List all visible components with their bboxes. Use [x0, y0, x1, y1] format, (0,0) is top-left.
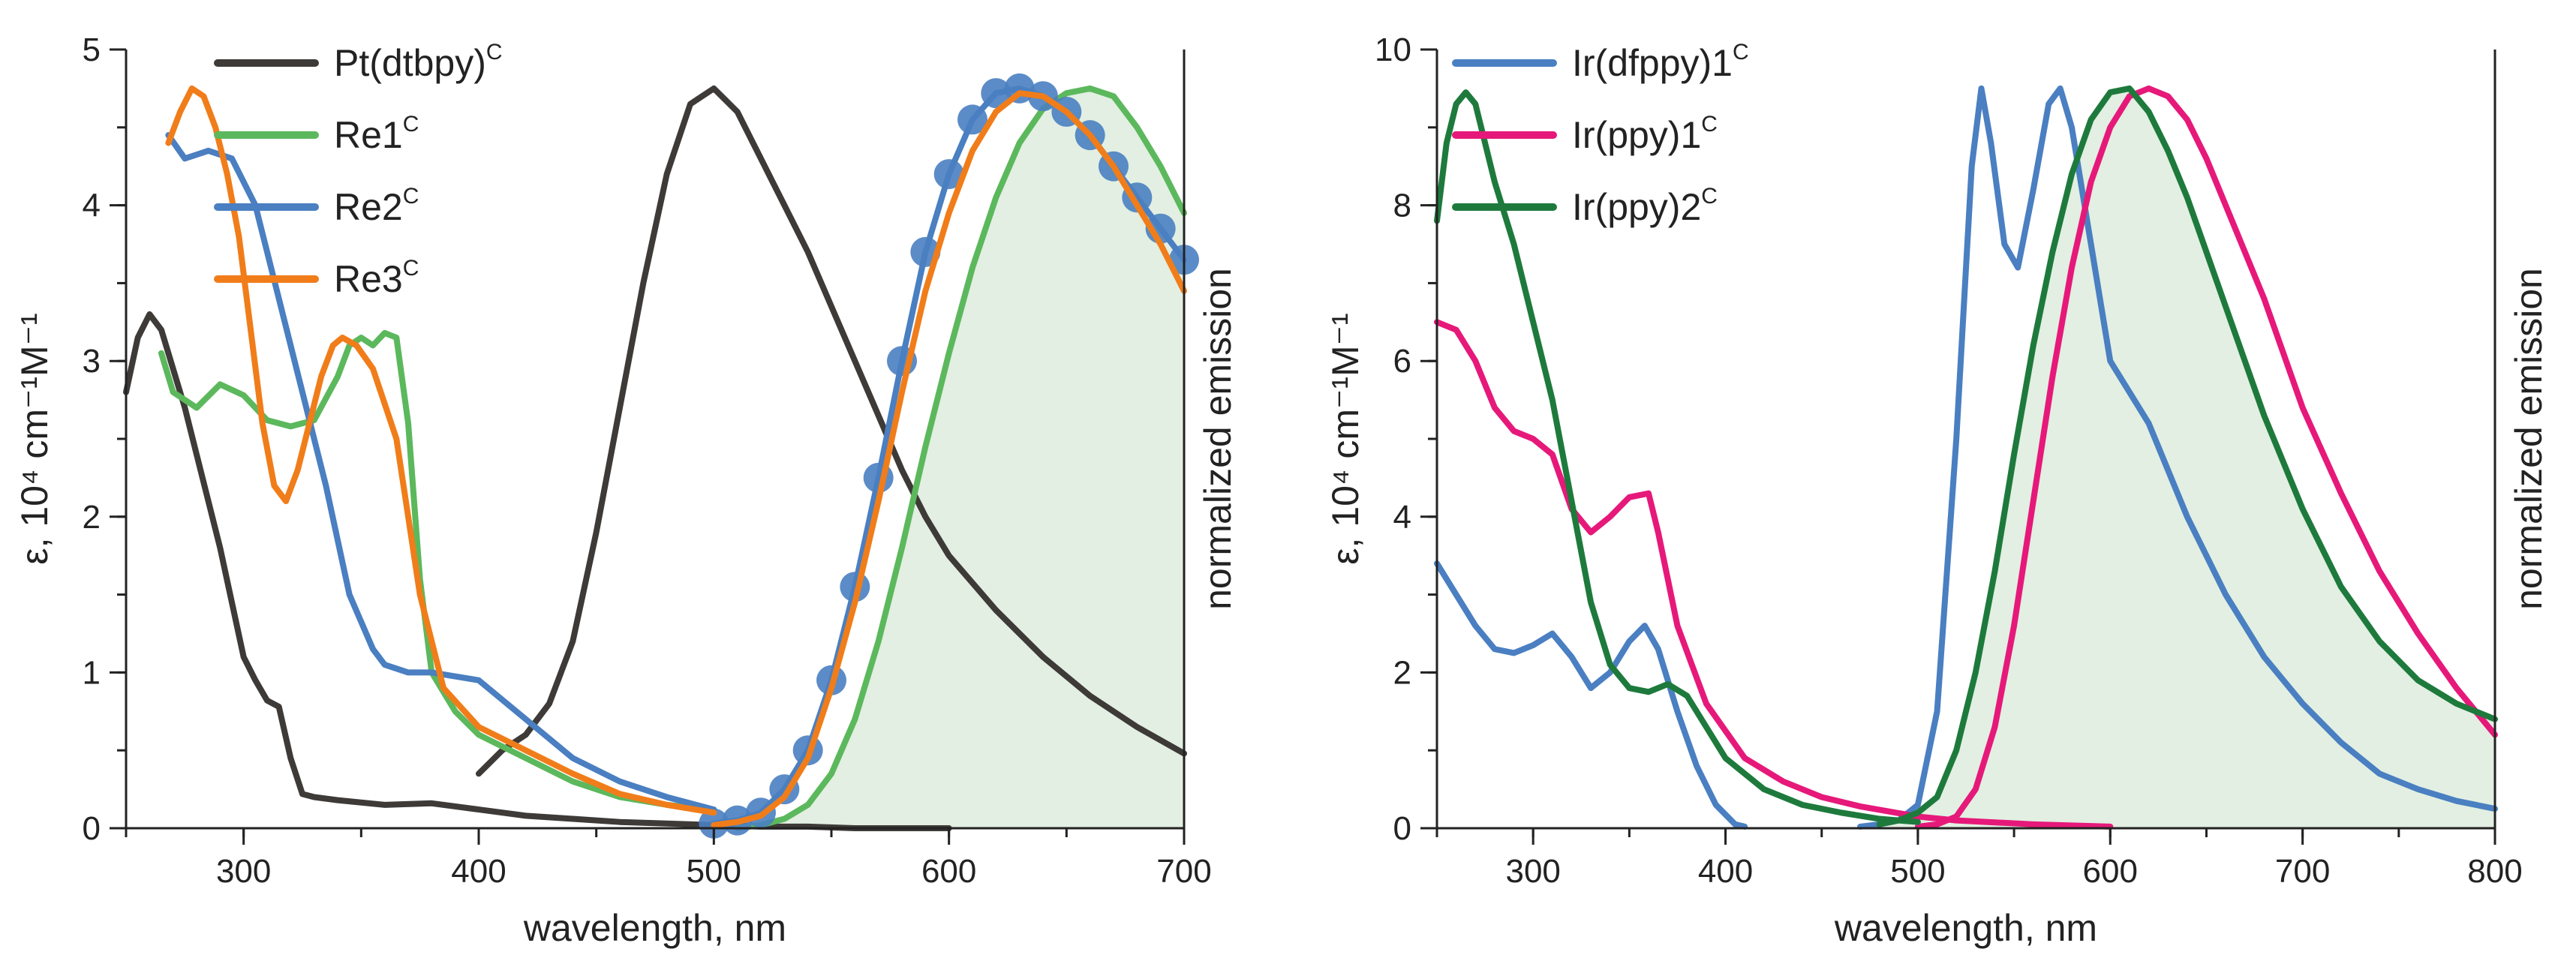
right-x-tick-label: 300	[1505, 853, 1560, 890]
left-legend-entry: Re2C	[334, 184, 419, 228]
right-y-tick-label: 4	[1393, 499, 1411, 536]
right-x-tick-label: 400	[1698, 853, 1753, 890]
left-legend: Pt(dtbpy)C Re1C Re2C Re3C	[214, 40, 503, 300]
left-x-tick-label: 500	[687, 853, 741, 890]
right-legend-entry: Ir(ppy)1C	[1572, 112, 1718, 156]
left-series-re1-absorption	[158, 329, 717, 813]
right-x-tick-label: 500	[1890, 853, 1945, 890]
left-series-pt-dtbpy--emission	[476, 85, 1187, 777]
left-y-axis-label: ε, 10⁴ cm⁻¹M⁻¹	[14, 313, 56, 564]
left-x-tick-label: 600	[921, 853, 976, 890]
right-x-tick-label: 800	[2467, 853, 2522, 890]
right-series-ir-dfppy-1-emission	[1857, 85, 2498, 830]
right-series-ir-ppy-1-emission	[1914, 85, 2498, 830]
left-legend-entry: Re3C	[334, 256, 419, 300]
left-series-re1-emission	[734, 85, 1187, 831]
right-y-tick-label: 10	[1375, 32, 1411, 68]
left-legend-superscript: C	[403, 112, 419, 137]
right-legend: Ir(dfppy)1C Ir(ppy)1C Ir(ppy)2C	[1452, 40, 1749, 228]
right-series-ir-ppy-1-absorption	[1434, 319, 2114, 830]
left-marker-5-10	[933, 159, 964, 190]
left-legend-superscript: C	[403, 256, 419, 281]
left-y-tick-label: 0	[83, 810, 101, 847]
left-legend-entry: Pt(dtbpy)C	[334, 40, 503, 84]
right-series-ir-dfppy-1-absorption	[1434, 560, 1748, 830]
left-legend-superscript: C	[486, 40, 503, 65]
right-y-axis-label: ε, 10⁴ cm⁻¹M⁻¹	[1324, 313, 1366, 564]
left-x-axis-label: wavelength, nm	[523, 907, 786, 949]
right-series-ir-ppy-2-absorption	[1434, 89, 1921, 825]
right-x-axis-label: wavelength, nm	[1834, 907, 2097, 949]
left-right-axis-label: normalized emission	[1197, 268, 1239, 610]
left-x-tick-label: 300	[216, 853, 271, 890]
right-legend-entry: Ir(dfppy)1C	[1572, 40, 1749, 84]
left-legend-entry: Re1C	[334, 112, 419, 156]
left-legend-superscript: C	[403, 184, 419, 209]
left-marker-5-12	[981, 78, 1011, 109]
right-y-tick-label: 8	[1393, 188, 1411, 224]
left-y-tick-label: 4	[83, 188, 101, 224]
right-x-tick-label: 600	[2083, 853, 2138, 890]
right-legend-superscript: C	[1701, 112, 1718, 137]
left-x-tick-label: 700	[1156, 853, 1211, 890]
right-series-ir-ppy-2-emission	[1876, 85, 2498, 827]
left-y-tick-label: 2	[83, 499, 101, 536]
right-right-axis-label: normalized emission	[2508, 268, 2550, 610]
left-x-tick-label: 400	[451, 853, 506, 890]
right-y-tick-label: 2	[1393, 654, 1411, 691]
right-x-tick-label: 700	[2275, 853, 2330, 890]
right-legend-superscript: C	[1701, 184, 1718, 209]
left-panel: 300 400 500 600 700 0 1 2 3 4 5 wavelength, nm ε, 10…	[14, 32, 1239, 949]
right-emission-fill-5	[1879, 88, 2495, 828]
right-legend-superscript: C	[1733, 40, 1749, 65]
right-y-tick-label: 6	[1393, 343, 1411, 380]
left-series-re3-emission	[711, 90, 1187, 828]
right-y-tick-label: 0	[1393, 810, 1411, 847]
left-y-tick-label: 1	[83, 654, 101, 691]
left-series-re3-absorption	[165, 85, 717, 816]
left-series-pt-dtbpy--absorption	[123, 311, 952, 831]
left-y-tick-label: 5	[83, 32, 101, 68]
right-legend-entry: Ir(ppy)2C	[1572, 184, 1718, 228]
left-y-tick-label: 3	[83, 343, 101, 380]
right-panel: 300 400 500 600 700 800 0 2 4 6 8 10 wavelength, nm ε…	[1324, 32, 2550, 949]
left-emission-fill-3	[737, 88, 1184, 828]
left-series-re2-absorption	[165, 132, 717, 813]
left-marker-5-11	[957, 104, 987, 135]
